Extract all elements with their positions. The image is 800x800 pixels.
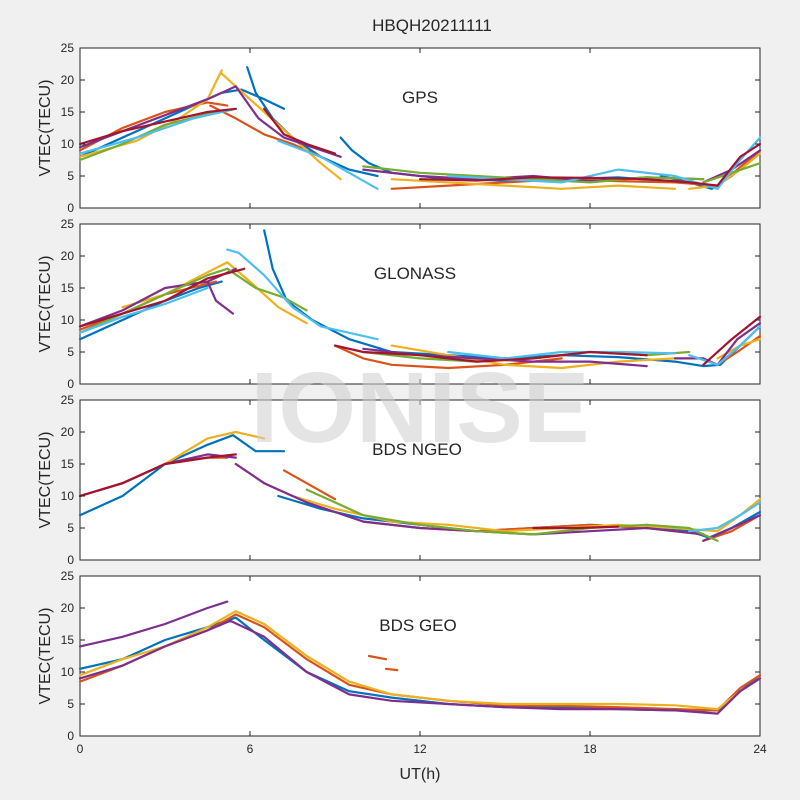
x-tick-label: 18 [583,742,597,756]
series-line-19 [78,286,209,334]
y-tick-label: 15 [61,281,75,295]
y-tick-label: 25 [61,41,75,55]
watermark: IONISE [251,352,590,464]
series-line-18 [702,162,762,184]
y-tick-label: 0 [67,553,74,567]
series-group [78,229,762,370]
series-line-5 [78,600,229,648]
y-tick-label: 10 [61,313,75,327]
y-tick-label: 10 [61,489,75,503]
y-tick-label: 5 [67,345,74,359]
y-tick-label: 20 [61,425,75,439]
series-line-15 [688,501,762,533]
y-tick-label: 0 [67,201,74,215]
series-line-22 [716,136,762,190]
subplot-0: 0 5 10 15 20 25 VTEC(TECU) GPS [37,41,762,215]
subplot-1: 0 5 10 15 20 25 VTEC(TECU) GLONASS [37,217,762,391]
series-line-23 [78,107,237,146]
x-axis-label: UT(h) [400,766,441,783]
y-tick-label: 10 [61,137,75,151]
y-tick-label: 20 [61,249,75,263]
series-line-14 [645,523,719,542]
series-line-10 [390,178,677,190]
plot-area [79,399,761,561]
series-line-23 [78,267,246,328]
y-axis-label: VTEC(TECU) [37,608,54,705]
series-line-21 [447,350,677,360]
series-line-3 [384,667,399,672]
y-tick-label: 15 [61,105,75,119]
y-tick-label: 5 [67,169,74,183]
series-line-8 [226,261,308,325]
series-line-1 [263,229,393,354]
y-axis-label: VTEC(TECU) [37,432,54,529]
x-tick-label: 24 [753,742,767,756]
series-group [78,600,762,715]
series-line-12 [702,514,762,542]
series-line-11 [234,462,705,536]
y-tick-label: 25 [61,217,75,231]
y-tick-label: 0 [67,729,74,743]
series-line-9 [220,72,342,181]
series-line-24 [333,344,648,363]
series-line-24 [263,107,337,155]
series-line-22 [688,325,762,366]
system-label: GPS [402,88,438,107]
series-line-26 [688,142,762,187]
series-line-25 [418,176,691,184]
y-axis-label: VTEC(TECU) [37,256,54,353]
x-tick-label: 12 [413,742,427,756]
y-tick-label: 25 [61,569,75,583]
y-tick-label: 20 [61,601,75,615]
series-line-4 [78,610,762,711]
plot-area [79,47,761,209]
x-tick-label: 6 [247,742,254,756]
series-line-2 [367,654,388,661]
series-line-20 [226,248,379,341]
y-tick-label: 25 [61,393,75,407]
plot-area [79,575,761,737]
y-tick-label: 15 [61,633,75,647]
series-line-11 [78,267,237,328]
y-tick-label: 15 [61,457,75,471]
y-tick-label: 0 [67,377,74,391]
series-line-9 [390,344,677,370]
series-line-17 [362,165,705,184]
series-line-15 [78,267,229,334]
series-line-20 [277,139,379,190]
y-tick-label: 5 [67,697,74,711]
subplot-stack: 0 5 10 15 20 25 VTEC(TECU) GPS 0 5 10 15 20 25 VTEC(TE… [37,41,767,756]
series-line-4 [282,469,337,501]
series-line-19 [78,107,237,155]
series-line-0 [78,434,286,517]
figure-title: HBQH20211111 [372,16,492,35]
series-line-16 [78,453,237,498]
series-line-11 [688,152,762,190]
system-label: BDS NGEO [372,440,462,459]
series-line-5 [333,344,563,370]
series-line-16 [226,267,308,312]
subplot-2: 0 5 10 15 20 25 VTEC(TECU) BDS NGEO [37,393,762,567]
x-tick-label: 0 [77,742,84,756]
series-line-13 [234,85,342,158]
y-axis-label: VTEC(TECU) [37,80,54,177]
series-line-12 [206,280,235,315]
y-tick-label: 10 [61,665,75,679]
subplot-3: 0 5 10 15 20 25 0 6 12 18 24 VTEC(TECU) BDS GEO [37,569,767,756]
series-line-17 [532,525,620,530]
series-line-6 [78,619,762,715]
series-group [78,430,762,542]
system-label: GLONASS [374,264,456,283]
series-line-25 [702,315,762,366]
series-group [78,66,762,190]
y-tick-label: 5 [67,521,74,535]
series-line-5 [209,104,322,158]
series-line-13 [305,488,648,536]
y-tick-label: 20 [61,73,75,87]
system-label: BDS GEO [379,616,456,635]
